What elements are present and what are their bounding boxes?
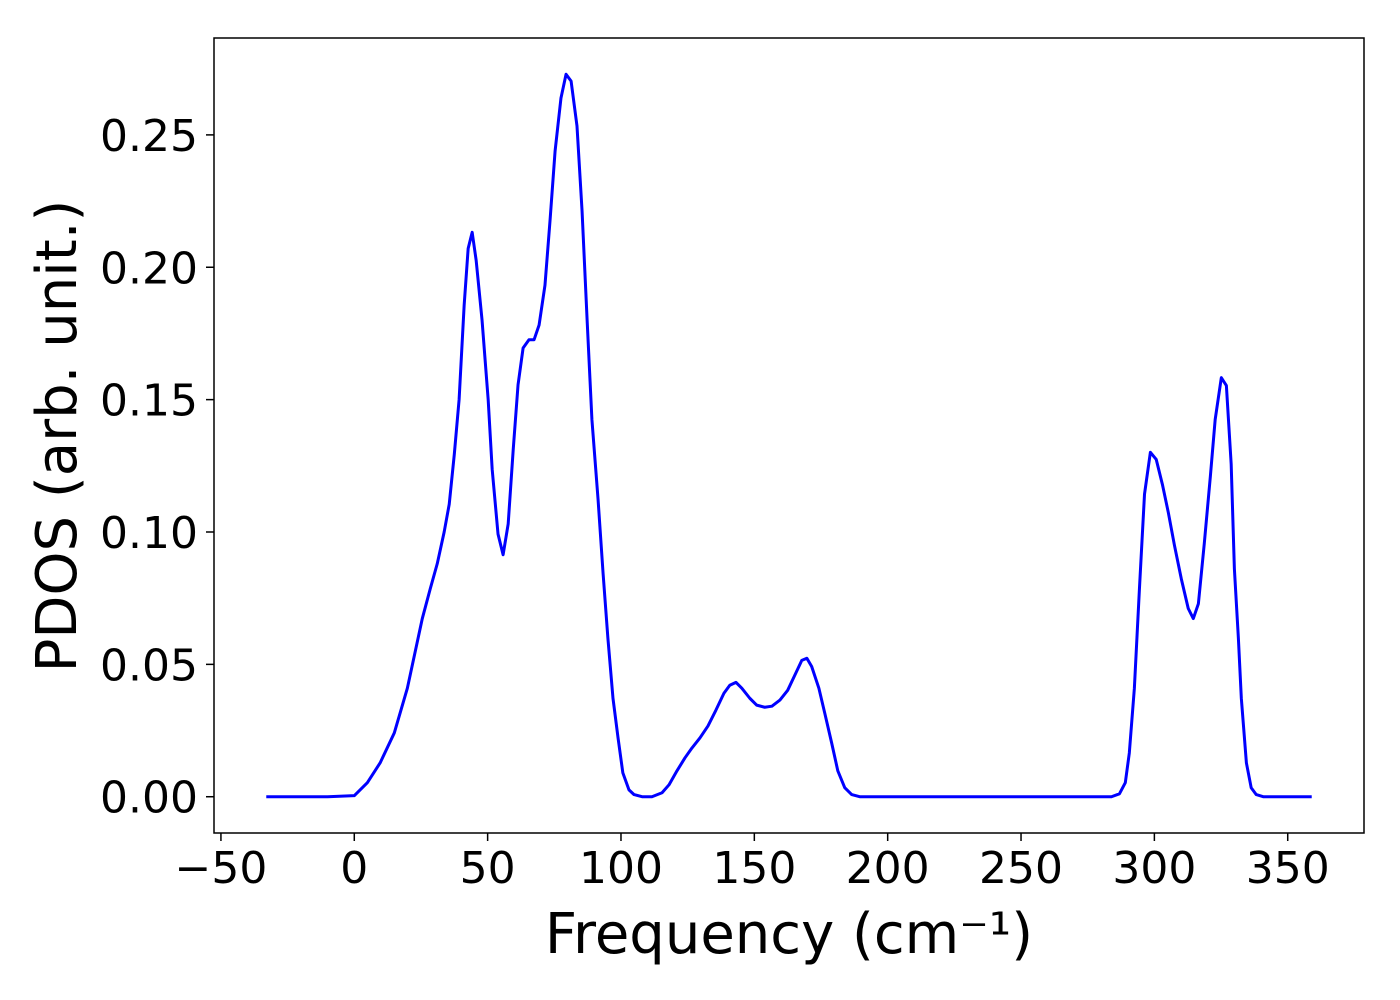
x-tick-label: 200 — [846, 843, 930, 894]
x-tick-label: 300 — [1112, 843, 1196, 894]
y-tick-label: 0.20 — [100, 243, 198, 294]
y-tick-label: 0.10 — [100, 508, 198, 559]
y-tick-label: 0.00 — [100, 773, 198, 824]
x-tick-label: 50 — [460, 843, 516, 894]
y-tick-label: 0.25 — [100, 111, 198, 162]
y-tick-label: 0.15 — [100, 376, 198, 427]
pdos-line — [266, 72, 1312, 799]
x-tick-label: −50 — [175, 843, 268, 894]
y-axis-label: PDOS (arb. unit.) — [25, 200, 90, 673]
x-tick-label: 150 — [712, 843, 796, 894]
x-tick-label: 0 — [340, 843, 368, 894]
y-tick-label: 0.05 — [100, 640, 198, 691]
x-tick-label: 100 — [579, 843, 663, 894]
x-tick-label: 350 — [1246, 843, 1330, 894]
x-axis-label: Frequency (cm⁻¹) — [545, 902, 1033, 967]
plot-frame — [213, 37, 1365, 834]
x-tick-label: 250 — [979, 843, 1063, 894]
